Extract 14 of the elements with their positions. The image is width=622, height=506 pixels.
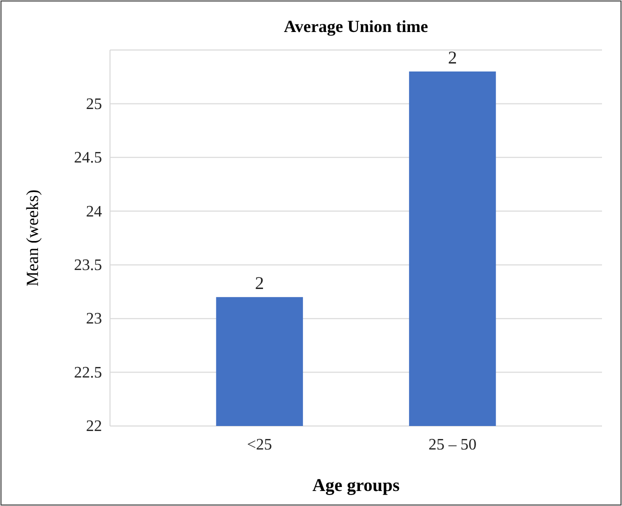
y-tick-label: 22 bbox=[86, 418, 102, 436]
annotation: 2 bbox=[448, 47, 457, 68]
x-tick-label: 25 – 50 bbox=[428, 436, 476, 454]
annotation: 2 bbox=[255, 273, 264, 294]
chart-title: Average Union time bbox=[284, 17, 429, 36]
y-tick-label: 24 bbox=[86, 203, 102, 220]
x-tick-label: <25 bbox=[247, 436, 272, 454]
y-tick-label: 24.5 bbox=[74, 150, 102, 167]
y-tick-label: 22.5 bbox=[74, 364, 102, 382]
y-tick-label: 25 bbox=[86, 96, 102, 113]
y-axis-title: Mean (weeks) bbox=[23, 190, 42, 286]
x-axis-title: Age groups bbox=[312, 475, 400, 495]
y-tick-label: 23.5 bbox=[74, 256, 102, 274]
y-tick-label: 23 bbox=[86, 310, 102, 328]
